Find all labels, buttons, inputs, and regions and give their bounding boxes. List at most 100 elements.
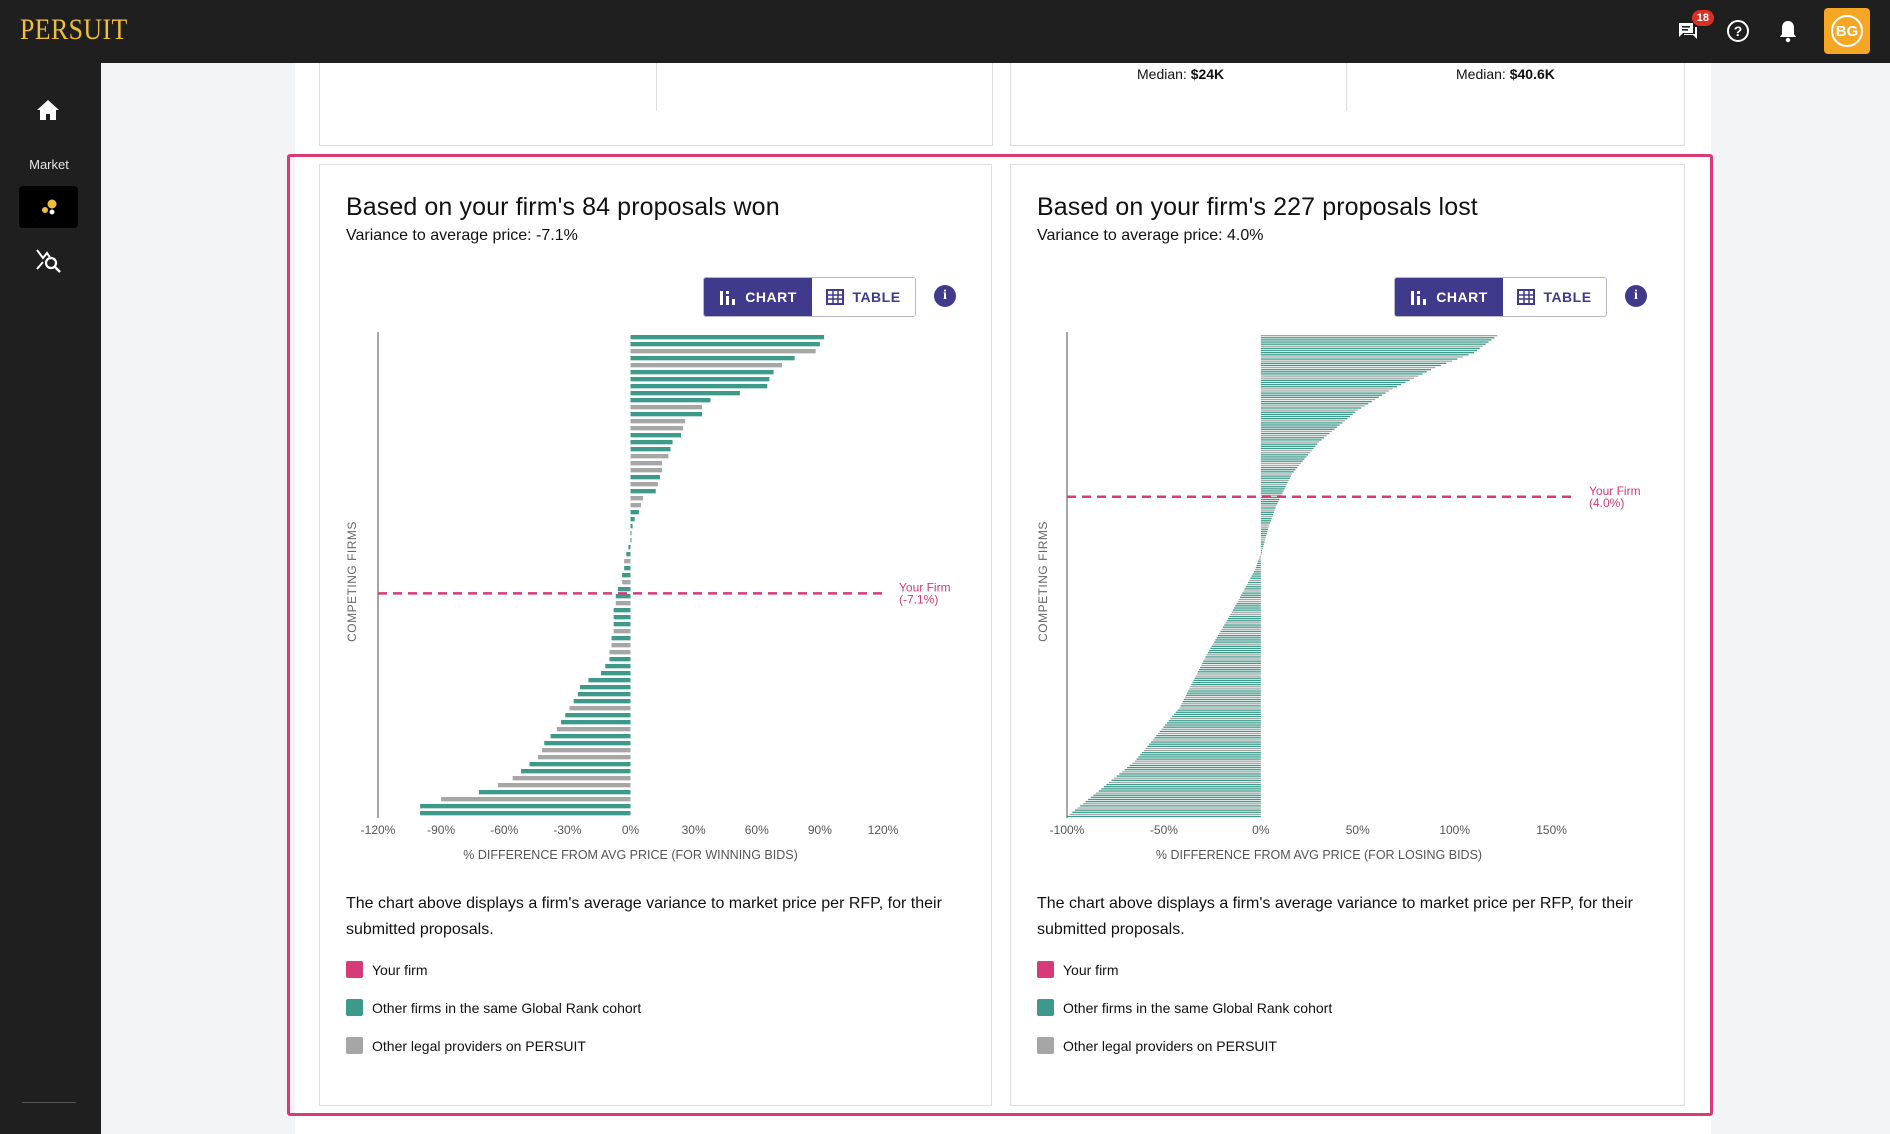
bar (1111, 779, 1261, 782)
bar (1260, 552, 1262, 554)
bar (1260, 352, 1475, 354)
bar (1260, 335, 1498, 337)
bar (1235, 605, 1261, 607)
bar (615, 594, 631, 599)
table-label: TABLE (852, 289, 901, 305)
bar (1150, 741, 1261, 743)
bar (1260, 532, 1267, 535)
chart-view-button[interactable]: CHART (1395, 278, 1503, 316)
bar (630, 489, 656, 494)
bar (1141, 752, 1261, 754)
help-icon[interactable]: ? (1724, 17, 1752, 45)
bar (1249, 579, 1261, 582)
info-icon[interactable]: i (1625, 285, 1647, 307)
bar (1260, 432, 1330, 435)
bar (1163, 726, 1261, 728)
bar (1149, 743, 1261, 745)
bar (1179, 707, 1261, 709)
table-view-button[interactable]: TABLE (1503, 278, 1606, 316)
x-tick-label: -60% (490, 823, 518, 837)
avatar-initials: BG (1831, 15, 1863, 47)
bar (1260, 477, 1290, 479)
bar (1187, 692, 1261, 694)
legend-swatch (1037, 961, 1054, 978)
bar (1260, 456, 1307, 458)
bar (1260, 413, 1353, 416)
info-icon[interactable]: i (934, 285, 956, 307)
bar (1138, 756, 1261, 758)
bar (1214, 641, 1261, 643)
bar (550, 734, 631, 739)
bar (521, 769, 631, 774)
chart-view-button[interactable]: CHART (704, 278, 812, 316)
bar (1156, 735, 1261, 737)
bar (630, 468, 663, 473)
bar (1260, 539, 1266, 541)
bar (630, 412, 703, 417)
persuit-logo[interactable]: PERSUIT (20, 13, 128, 46)
bar (1216, 637, 1261, 639)
bar (1260, 381, 1406, 384)
bar (1103, 786, 1261, 788)
bar (1209, 649, 1261, 652)
bar (497, 783, 631, 788)
analytics-search-icon[interactable] (34, 245, 62, 278)
bar (1260, 403, 1369, 405)
bar (1255, 569, 1261, 571)
bar (420, 804, 631, 809)
legend-other-providers: Other legal providers on PERSUIT (346, 1037, 586, 1054)
table-view-button[interactable]: TABLE (812, 278, 915, 316)
market-insights-nav[interactable] (19, 186, 78, 228)
bar (1180, 705, 1261, 707)
bar (1109, 781, 1261, 784)
home-icon[interactable] (35, 98, 61, 127)
bar (1260, 454, 1309, 456)
y-axis-label: COMPETING FIRMS (345, 521, 359, 642)
bar (1224, 624, 1261, 626)
bar (1077, 807, 1261, 809)
bar (1212, 643, 1261, 645)
bar (1260, 492, 1283, 494)
user-avatar[interactable]: BG (1824, 8, 1870, 54)
bar (1147, 745, 1261, 747)
bar (1260, 473, 1292, 475)
bar (1260, 371, 1427, 373)
legend-cohort: Other firms in the same Global Rank coho… (1037, 999, 1332, 1016)
market-label: Market (29, 157, 69, 172)
bar (622, 580, 631, 585)
bar (1260, 471, 1294, 473)
losing-bids-chart: Your Firm(4.0%) -100% -50% 0% 50% 100% 150% % D… (1036, 332, 1641, 862)
bar (1127, 766, 1261, 769)
bar (622, 573, 631, 578)
bar (542, 748, 631, 753)
x-axis-label: % DIFFERENCE FROM AVG PRICE (FOR LOSING … (1156, 848, 1482, 862)
bar (1188, 690, 1261, 692)
bar (1260, 407, 1362, 409)
bar (1202, 662, 1261, 664)
bar (1194, 677, 1261, 679)
bar (630, 454, 669, 459)
x-tick-label: -90% (427, 823, 455, 837)
bell-icon[interactable] (1774, 17, 1802, 45)
bar (1260, 464, 1300, 467)
bar (630, 482, 658, 487)
chart-description: The chart above displays a firm's averag… (1037, 895, 1633, 938)
your-firm-value-label: (4.0%) (1589, 496, 1624, 510)
legend-label: Other firms in the same Global Rank coho… (1063, 999, 1333, 1016)
bar (1260, 509, 1275, 511)
bar (561, 720, 631, 725)
bar (1260, 379, 1410, 382)
bar (529, 762, 631, 767)
bar (1260, 439, 1322, 441)
median-a-value: $24K (1190, 66, 1225, 82)
bar (1189, 688, 1261, 690)
bar (1260, 507, 1276, 509)
bar (1260, 345, 1483, 347)
bar (1221, 628, 1261, 630)
messages-icon[interactable]: 18 (1674, 10, 1714, 45)
x-tick-label: 0% (1252, 823, 1270, 837)
market-dots-icon (41, 199, 56, 215)
bar (1260, 358, 1458, 360)
bar (1260, 398, 1376, 401)
bar (1158, 732, 1261, 735)
